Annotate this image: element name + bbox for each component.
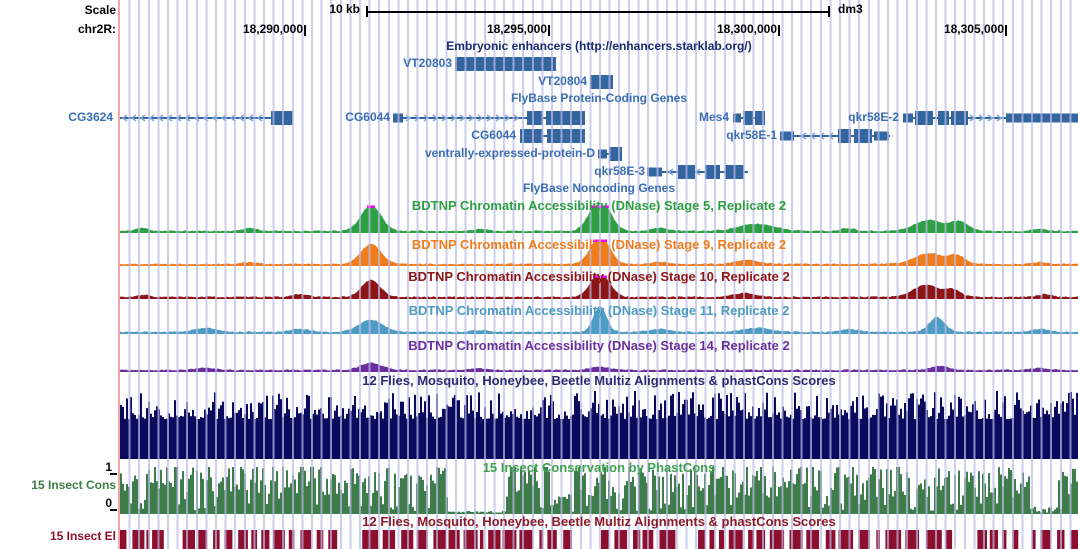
gene-label[interactable]: CG6044	[471, 128, 516, 142]
genes-track[interactable]	[0, 106, 1078, 182]
gene-label[interactable]: Mes4	[698, 110, 729, 124]
conservation-axis-tick	[110, 509, 117, 511]
coordinate-tick	[304, 25, 306, 36]
elements-signal[interactable]	[120, 530, 1078, 549]
conservation-left-label[interactable]: 15 Insect Cons	[31, 479, 116, 492]
scale-bar	[366, 6, 830, 17]
enhancer-box[interactable]	[590, 75, 613, 89]
elements-left-label[interactable]: 15 Insect El	[49, 530, 116, 543]
coordinate-tick	[548, 25, 550, 36]
enhancer-track-title[interactable]: Embryonic enhancers (http://enhancers.st…	[446, 39, 752, 53]
dnase-track-title-stage14[interactable]: BDTNP Chromatin Accessibility (DNase) St…	[408, 338, 790, 353]
coding-genes-track-title[interactable]: FlyBase Protein-Coding Genes	[510, 91, 688, 105]
conservation-axis-max: 1	[105, 460, 112, 474]
noncoding-genes-track-title[interactable]: FlyBase Noncoding Genes	[522, 181, 676, 195]
enhancer-label[interactable]: VT20803	[403, 56, 452, 70]
dnase-track-title-stage11[interactable]: BDTNP Chromatin Accessibility (DNase) St…	[408, 303, 790, 318]
dnase-track-title-stage10[interactable]: BDTNP Chromatin Accessibility (DNase) St…	[408, 269, 790, 284]
coordinate-label: 18,305,000	[943, 22, 1004, 36]
enhancer-box[interactable]	[455, 57, 556, 71]
coordinate-label: 18,295,000	[486, 22, 547, 36]
coordinate-label: 18,300,000	[716, 22, 777, 36]
assembly-label: dm3	[838, 2, 863, 16]
coordinate-label: 18,290,000	[242, 22, 303, 36]
chromosome-label: chr2R:	[77, 23, 116, 36]
gene-label[interactable]: qkr58E-3	[594, 164, 645, 178]
coordinate-tick	[1005, 25, 1007, 36]
conservation-axis-min: 0	[105, 496, 112, 510]
dnase-track-title-stage9[interactable]: BDTNP Chromatin Accessibility (DNase) St…	[411, 237, 787, 252]
gene-label[interactable]: CG3624	[68, 110, 113, 124]
elements-track-title[interactable]: 12 Flies, Mosquito, Honeybee, Beetle Mul…	[362, 514, 836, 529]
gene-label[interactable]: qkr58E-2	[848, 110, 899, 124]
dnase-track-title-stage5[interactable]: BDTNP Chromatin Accessibility (DNase) St…	[411, 198, 787, 213]
enhancer-label[interactable]: VT20804	[538, 74, 587, 88]
gene-label[interactable]: CG6044	[345, 110, 390, 124]
scale-bar-label: 10 kb	[329, 2, 360, 16]
coordinate-tick	[778, 25, 780, 36]
conservation-track-title[interactable]: 15 Insect Conservation by PhastCons	[482, 460, 716, 475]
conservation-axis-tick	[110, 473, 117, 475]
multiz-signal[interactable]	[120, 390, 1078, 459]
gene-label[interactable]: ventrally-expressed-protein-D	[424, 146, 595, 160]
scale-row-label: Scale	[84, 4, 116, 17]
multiz-track-title[interactable]: 12 Flies, Mosquito, Honeybee, Beetle Mul…	[362, 373, 836, 388]
gene-label[interactable]: qkr58E-1	[726, 128, 777, 142]
position-marker-line	[118, 0, 120, 549]
